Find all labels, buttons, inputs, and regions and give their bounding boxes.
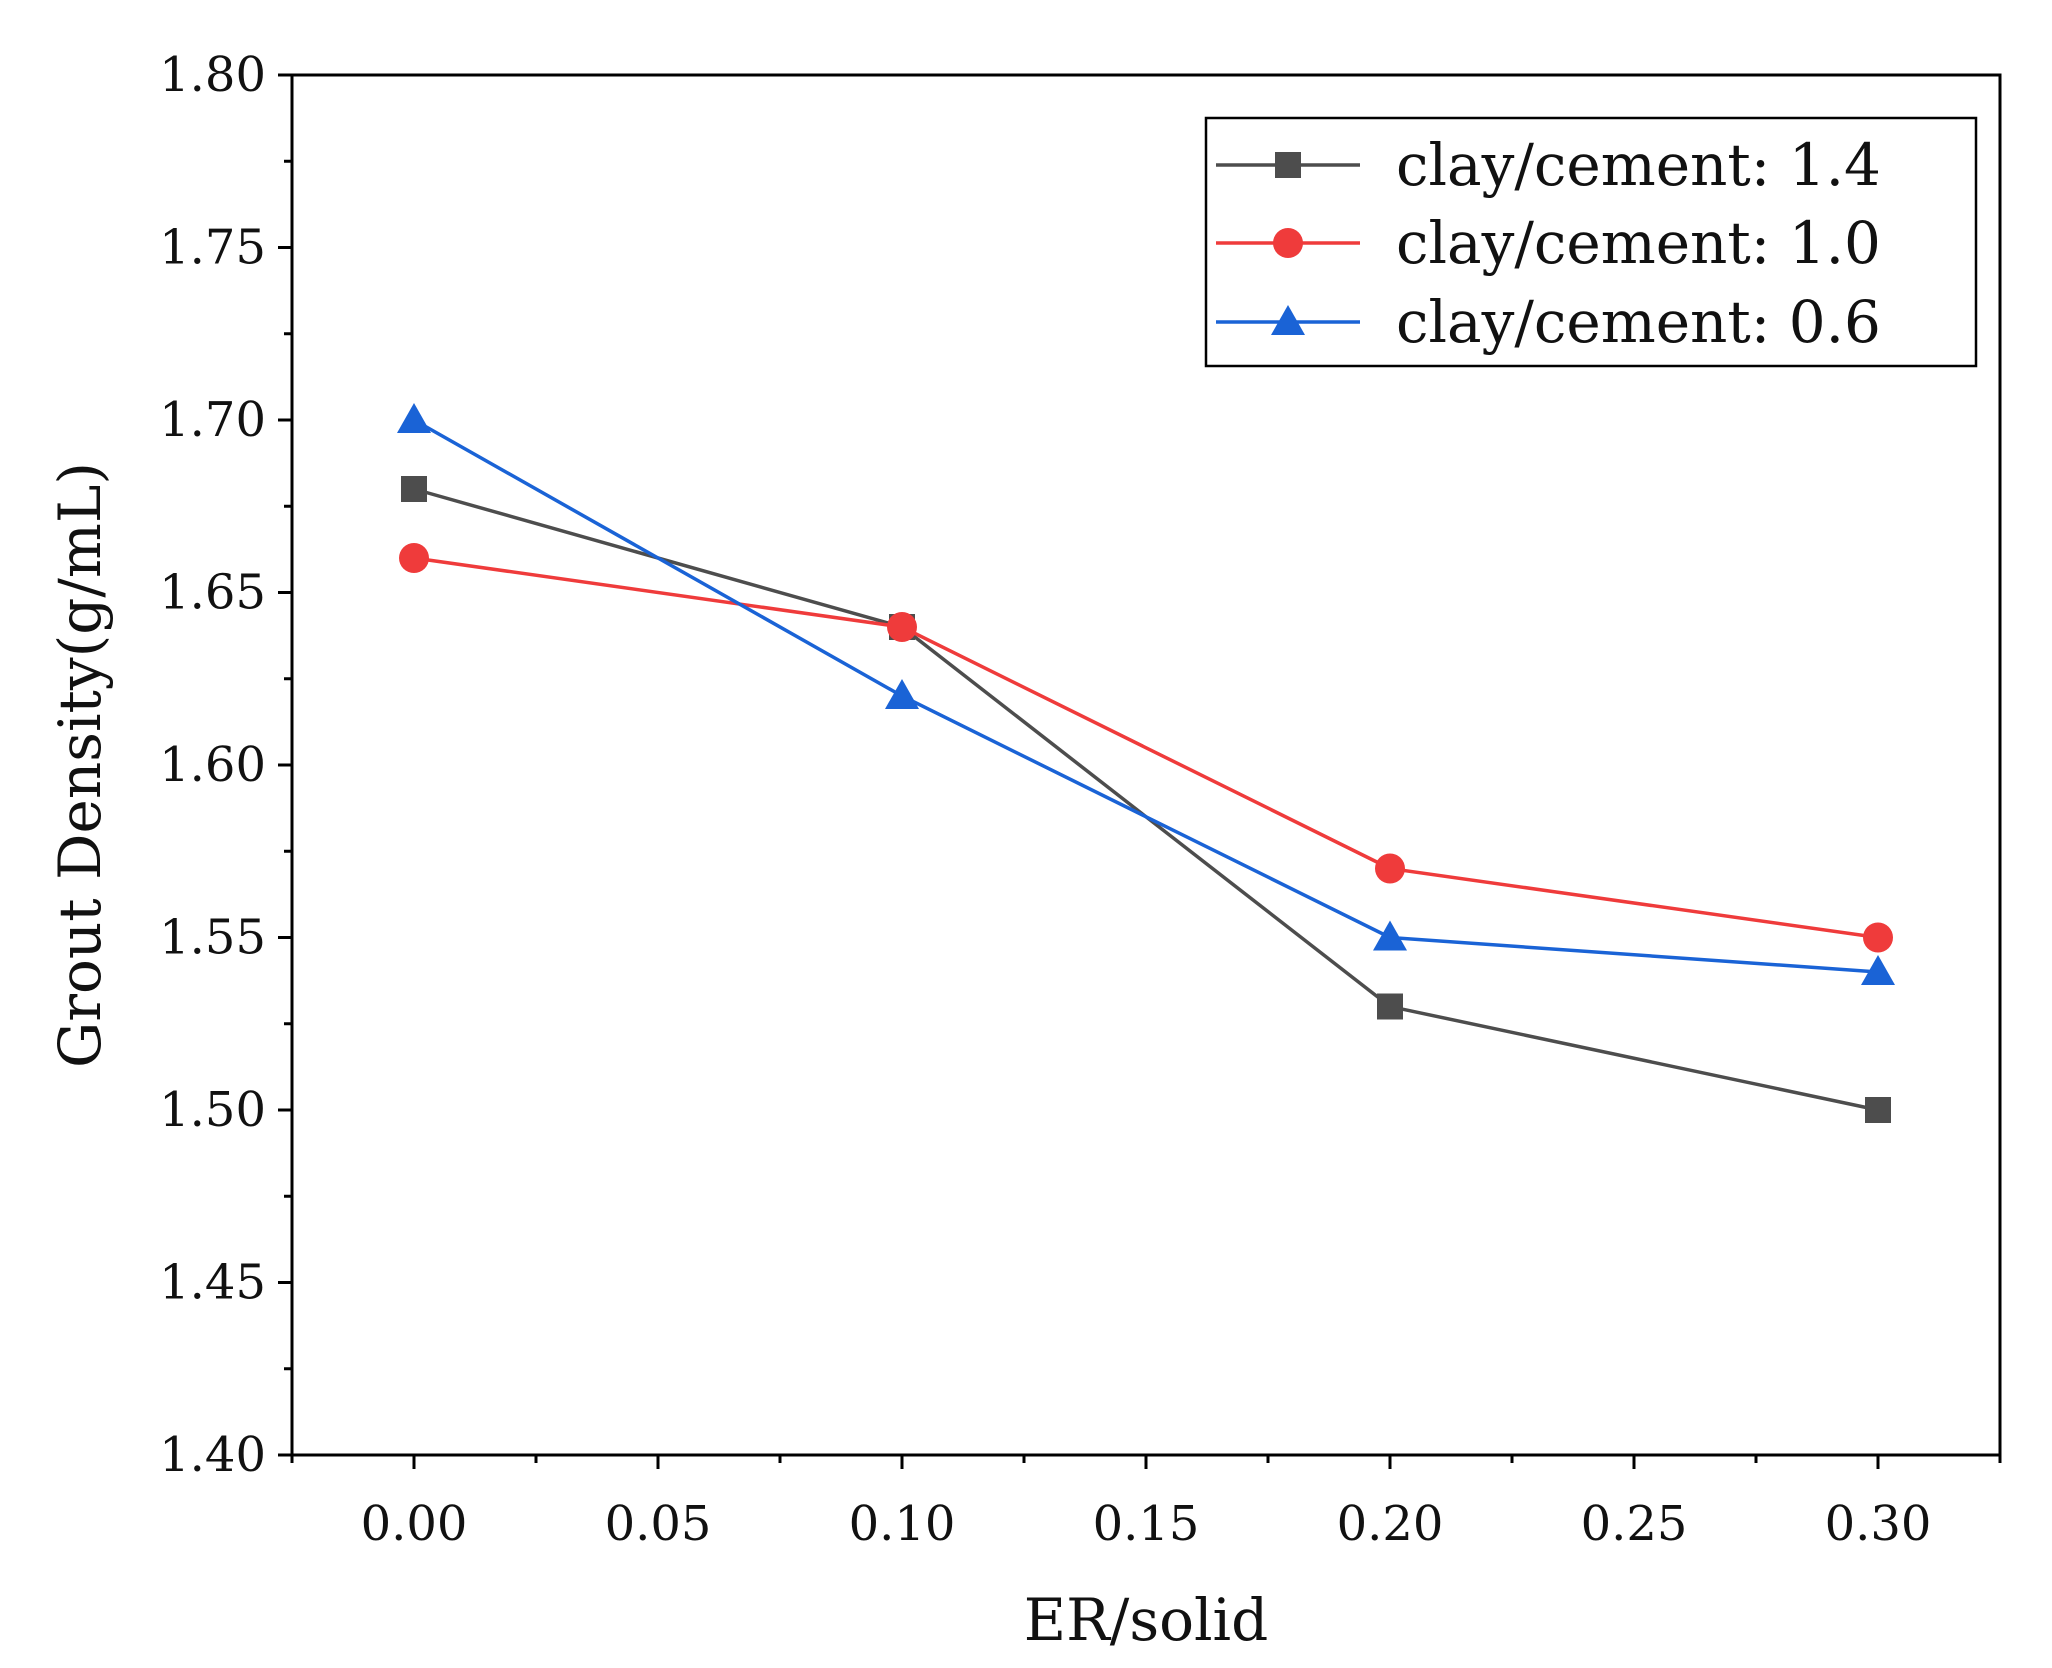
x-axis-ticks: 0.00 0.05 0.10 0.15 0.20 0.25 0.30 <box>290 1455 2002 1552</box>
y-tick-label: 1.50 <box>159 1082 266 1138</box>
y-tick-label: 1.40 <box>159 1427 266 1483</box>
x-tick-label: 0.00 <box>361 1496 468 1552</box>
x-axis-title: ER/solid <box>1024 1586 1268 1654</box>
y-tick-label: 1.60 <box>159 737 266 793</box>
y-tick-label: 1.55 <box>159 910 266 966</box>
x-tick-label: 0.10 <box>849 1496 956 1552</box>
legend-marker-circle <box>1273 228 1303 258</box>
data-point-triangle <box>885 679 919 709</box>
legend-items: clay/cement: 1.4 clay/cement: 1.0 clay/cem… <box>1216 131 1881 356</box>
data-point-circle <box>399 543 429 573</box>
data-point-triangle <box>1861 955 1895 985</box>
data-point-square <box>1377 993 1403 1020</box>
data-point-circle <box>1863 922 1893 953</box>
data-point-square <box>1865 1097 1891 1123</box>
y-tick-label: 1.75 <box>159 220 266 276</box>
x-tick-label: 0.20 <box>1337 1496 1444 1552</box>
y-axis-title: Grout Density(g/mL) <box>46 462 114 1068</box>
data-point-circle <box>1375 853 1405 884</box>
legend-entry-3: clay/cement: 0.6 <box>1216 288 1881 356</box>
series-line <box>413 487 1879 1112</box>
y-tick-label: 1.65 <box>159 565 266 621</box>
legend-label: clay/cement: 0.6 <box>1396 288 1881 356</box>
legend-entry-1: clay/cement: 1.4 <box>1216 131 1881 199</box>
y-tick-label: 1.80 <box>159 47 266 103</box>
series-layer <box>397 403 1895 1123</box>
data-point-square <box>401 476 427 502</box>
series-1 <box>401 476 1891 1123</box>
y-axis-ticks: 1.40 1.45 1.50 1.55 1.60 1.65 1.70 1.75 1.80 <box>159 47 292 1483</box>
legend-entry-2: clay/cement: 1.0 <box>1216 209 1881 277</box>
legend-label: clay/cement: 1.4 <box>1396 131 1881 199</box>
legend-label: clay/cement: 1.0 <box>1396 209 1881 277</box>
x-tick-label: 0.05 <box>605 1496 712 1552</box>
data-point-triangle <box>397 403 431 433</box>
series-2 <box>399 543 1893 953</box>
legend-marker-triangle <box>1271 305 1305 335</box>
data-point-circle <box>887 612 917 642</box>
series-3 <box>397 403 1895 985</box>
x-tick-label: 0.25 <box>1581 1496 1688 1552</box>
y-tick-label: 1.70 <box>159 392 266 448</box>
x-tick-label: 0.30 <box>1825 1496 1932 1552</box>
legend-marker-square <box>1275 152 1301 178</box>
series-line <box>413 418 1879 974</box>
data-point-triangle <box>1373 920 1407 951</box>
legend: clay/cement: 1.4 clay/cement: 1.0 clay/cem… <box>1204 116 1978 368</box>
x-tick-label: 0.15 <box>1093 1496 1200 1552</box>
y-tick-label: 1.45 <box>159 1255 266 1311</box>
series-line <box>413 556 1879 940</box>
